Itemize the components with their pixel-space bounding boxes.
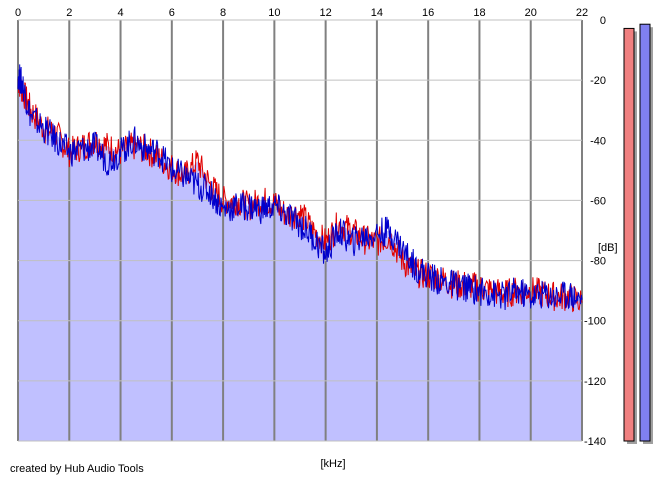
left-level-meter [623,27,635,442]
x-tick-label: 16 [422,7,434,19]
x-tick-label: 8 [220,7,226,19]
x-tick-label: 12 [320,7,332,19]
right-level-meter [639,23,651,442]
y-tick-label: -60 [590,195,606,207]
credit-text: created by Hub Audio Tools [10,463,144,475]
y-tick-label: -120 [584,376,606,388]
y-axis-label: [dB] [598,242,618,254]
y-tick-label: -80 [590,256,606,268]
x-tick-label: 2 [66,7,72,19]
y-tick-label: -20 [590,75,606,87]
x-tick-label: 14 [371,7,383,19]
x-axis-label: [kHz] [320,458,345,470]
x-tick-label: 20 [525,7,537,19]
y-tick-label: -100 [584,316,606,328]
x-tick-label: 4 [117,7,123,19]
y-tick-label: -140 [584,436,606,448]
x-tick-label: 0 [15,7,21,19]
y-tick-label: 0 [600,15,606,27]
x-tick-label: 6 [169,7,175,19]
x-tick-label: 22 [576,7,588,19]
x-tick-label: 18 [473,7,485,19]
y-tick-label: -40 [590,135,606,147]
spectrum-fill [18,74,582,441]
right-channel-line [17,64,583,311]
x-tick-label: 10 [268,7,280,19]
